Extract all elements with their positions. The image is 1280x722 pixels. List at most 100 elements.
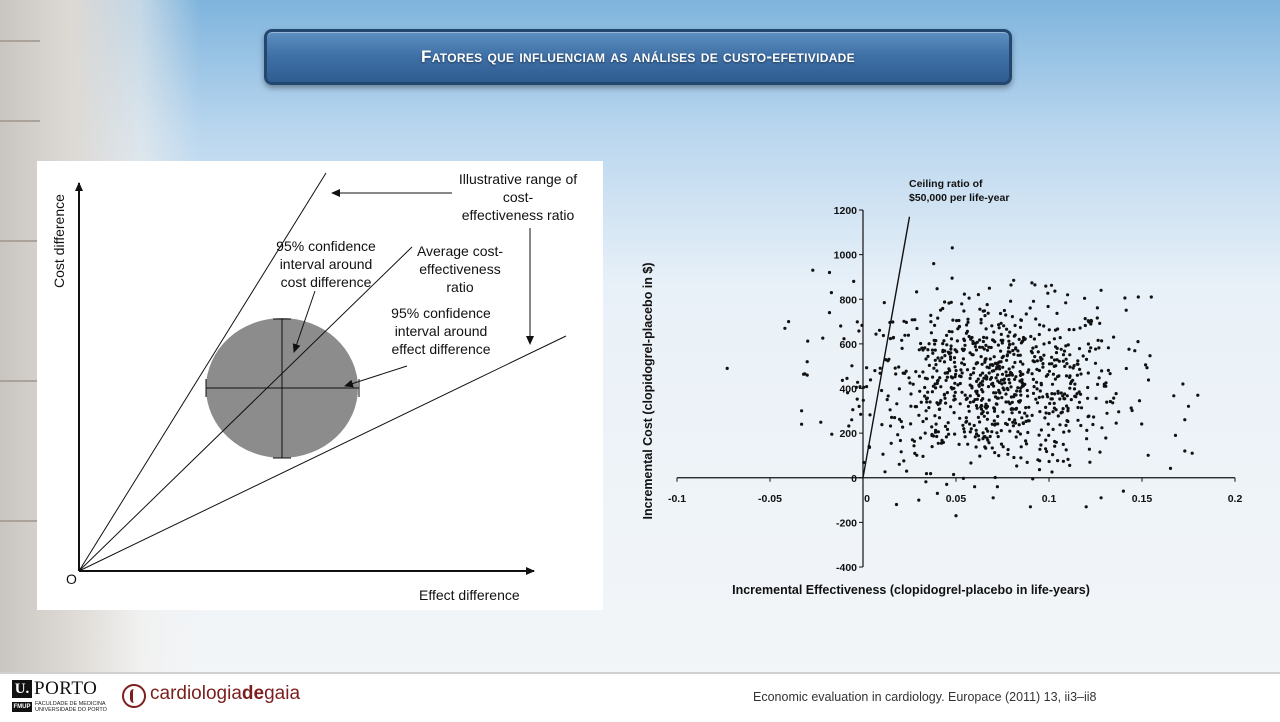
scatter-point (1057, 359, 1061, 363)
scatter-point (994, 422, 998, 426)
scatter-point (917, 413, 921, 417)
scatter-point (1111, 401, 1115, 405)
scatter-point (994, 376, 998, 380)
scatter-point (1044, 438, 1048, 442)
scatter-point (1000, 396, 1004, 400)
scatter-point (1104, 384, 1108, 388)
scatter-point (1052, 358, 1057, 362)
scatter-point (984, 327, 988, 331)
scatter-point (977, 394, 981, 398)
scatter-point (1018, 379, 1022, 383)
scatter-point (1076, 418, 1080, 422)
scatter-point (1108, 372, 1112, 376)
scatter-point (1051, 410, 1055, 414)
scatter-point (930, 445, 934, 449)
scatter-point (1001, 365, 1005, 369)
scatter-point (1133, 349, 1137, 353)
scatter-point (996, 435, 1000, 439)
scatter-point (1105, 411, 1109, 415)
scatter-point (949, 351, 953, 355)
scatter-point (893, 416, 897, 420)
scatter-point (850, 364, 854, 368)
scatter-point (949, 385, 953, 390)
scatter-point (933, 414, 937, 418)
scatter-point (993, 451, 997, 455)
scatter-point (1075, 392, 1079, 396)
scatter-point (924, 357, 928, 361)
scatter-point (931, 384, 935, 388)
scatter-point (1144, 363, 1148, 367)
average-ratio-line (78, 246, 413, 572)
scatter-point (984, 402, 988, 406)
scatter-point (805, 373, 809, 377)
scatter-point (908, 381, 912, 385)
scatter-point (1064, 301, 1068, 305)
scatter-point (976, 293, 980, 297)
scatter-point (847, 424, 851, 428)
scatter-point (1136, 340, 1140, 344)
scatter-point (1136, 295, 1140, 299)
scatter-point (1028, 306, 1032, 310)
scatter-point (970, 335, 974, 340)
scatter-point (950, 276, 954, 280)
scatter-point (1072, 387, 1077, 391)
scatter-point (930, 390, 934, 394)
scatter-point (997, 364, 1001, 368)
scatter-point (1145, 366, 1149, 370)
scatter-point (1007, 367, 1011, 371)
scatter-point (1042, 342, 1046, 346)
scatter-point (1010, 315, 1014, 319)
scatter-point (955, 339, 959, 343)
scatter-point (942, 339, 946, 343)
scatter-point (888, 408, 892, 412)
scatter-point (944, 435, 948, 439)
scatter-point (1009, 385, 1013, 389)
scatter-point (900, 338, 904, 342)
scatter-point (865, 366, 869, 370)
scatter-point (912, 444, 916, 448)
scatter-point (974, 432, 979, 436)
scatter-point (1076, 359, 1080, 363)
scatter-point (1097, 376, 1101, 380)
scatter-point (988, 363, 992, 367)
scatter-point (978, 420, 982, 424)
heart-icon (122, 684, 146, 708)
scatter-point (1038, 410, 1042, 414)
scatter-point (1052, 401, 1056, 405)
scatter-point (952, 356, 957, 360)
scatter-point (1045, 449, 1049, 454)
scatter-point (934, 422, 938, 426)
scatter-point (819, 420, 823, 424)
scatter-point (993, 361, 997, 365)
scatter-point (1062, 349, 1067, 353)
x-tick-label: 0 (864, 493, 870, 505)
scatter-point (1074, 395, 1078, 399)
scatter-point (942, 360, 947, 364)
avg-ratio-label-line2: effectiveness (419, 261, 500, 277)
scatter-point (1148, 354, 1152, 358)
scatter-point (957, 442, 961, 446)
cost-ci-label-line1: 95% confidence (276, 238, 376, 254)
scatter-point (1104, 436, 1108, 440)
scatter-point (1017, 423, 1021, 427)
scatter-point (927, 406, 931, 410)
scatter-point (932, 366, 936, 370)
scatter-points (725, 246, 1200, 518)
scatter-point (1047, 341, 1051, 345)
scatter-point (909, 392, 913, 396)
scatter-point (1020, 416, 1024, 420)
scatter-point (1065, 419, 1069, 423)
range-label-line3: effectiveness ratio (462, 207, 575, 223)
scatter-point (978, 338, 982, 342)
scatter-point (962, 427, 966, 431)
scatter-point (905, 469, 909, 473)
scatter-point (1094, 347, 1098, 351)
scatter-point (830, 432, 834, 436)
scatter-point (981, 309, 985, 313)
slide-footer (0, 672, 1280, 722)
scatter-point (952, 411, 956, 415)
scatter-point (994, 402, 998, 406)
scatter-point (1044, 284, 1048, 288)
scatter-point (1030, 413, 1034, 417)
scatter-point (1014, 375, 1018, 379)
